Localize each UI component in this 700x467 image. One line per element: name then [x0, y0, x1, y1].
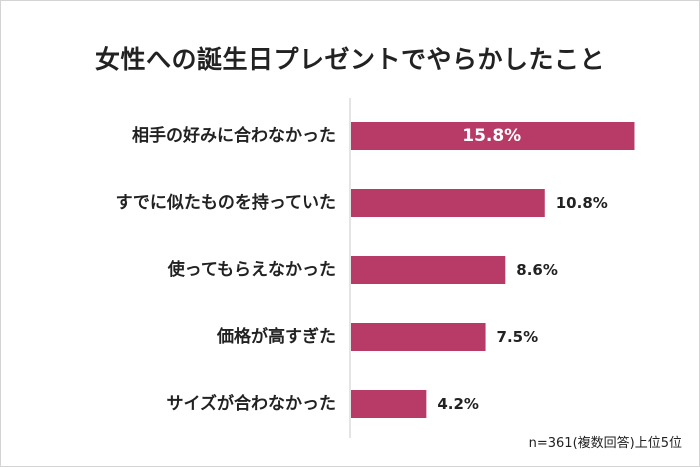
data-label: 15.8% [462, 126, 521, 146]
chart-title: 女性への誕生日プレゼントでやらかしたこと [94, 45, 605, 74]
category-label: 価格が高すぎた [216, 326, 336, 347]
bar [351, 189, 545, 217]
category-label: 相手の好みに合わなかった [132, 125, 336, 146]
category-label: すでに似たものを持っていた [116, 192, 336, 213]
bar [351, 390, 427, 418]
bar [351, 122, 635, 150]
data-label: 4.2% [437, 395, 479, 413]
data-label: 10.8% [556, 194, 608, 212]
bar [351, 323, 486, 351]
category-label: 使ってもらえなかった [167, 259, 336, 280]
bar [351, 256, 506, 284]
footnote: n=361(複数回答)上位5位 [528, 436, 682, 451]
data-label: 8.6% [516, 261, 558, 279]
category-label: サイズが合わなかった [167, 393, 337, 414]
data-label: 7.5% [497, 328, 539, 346]
